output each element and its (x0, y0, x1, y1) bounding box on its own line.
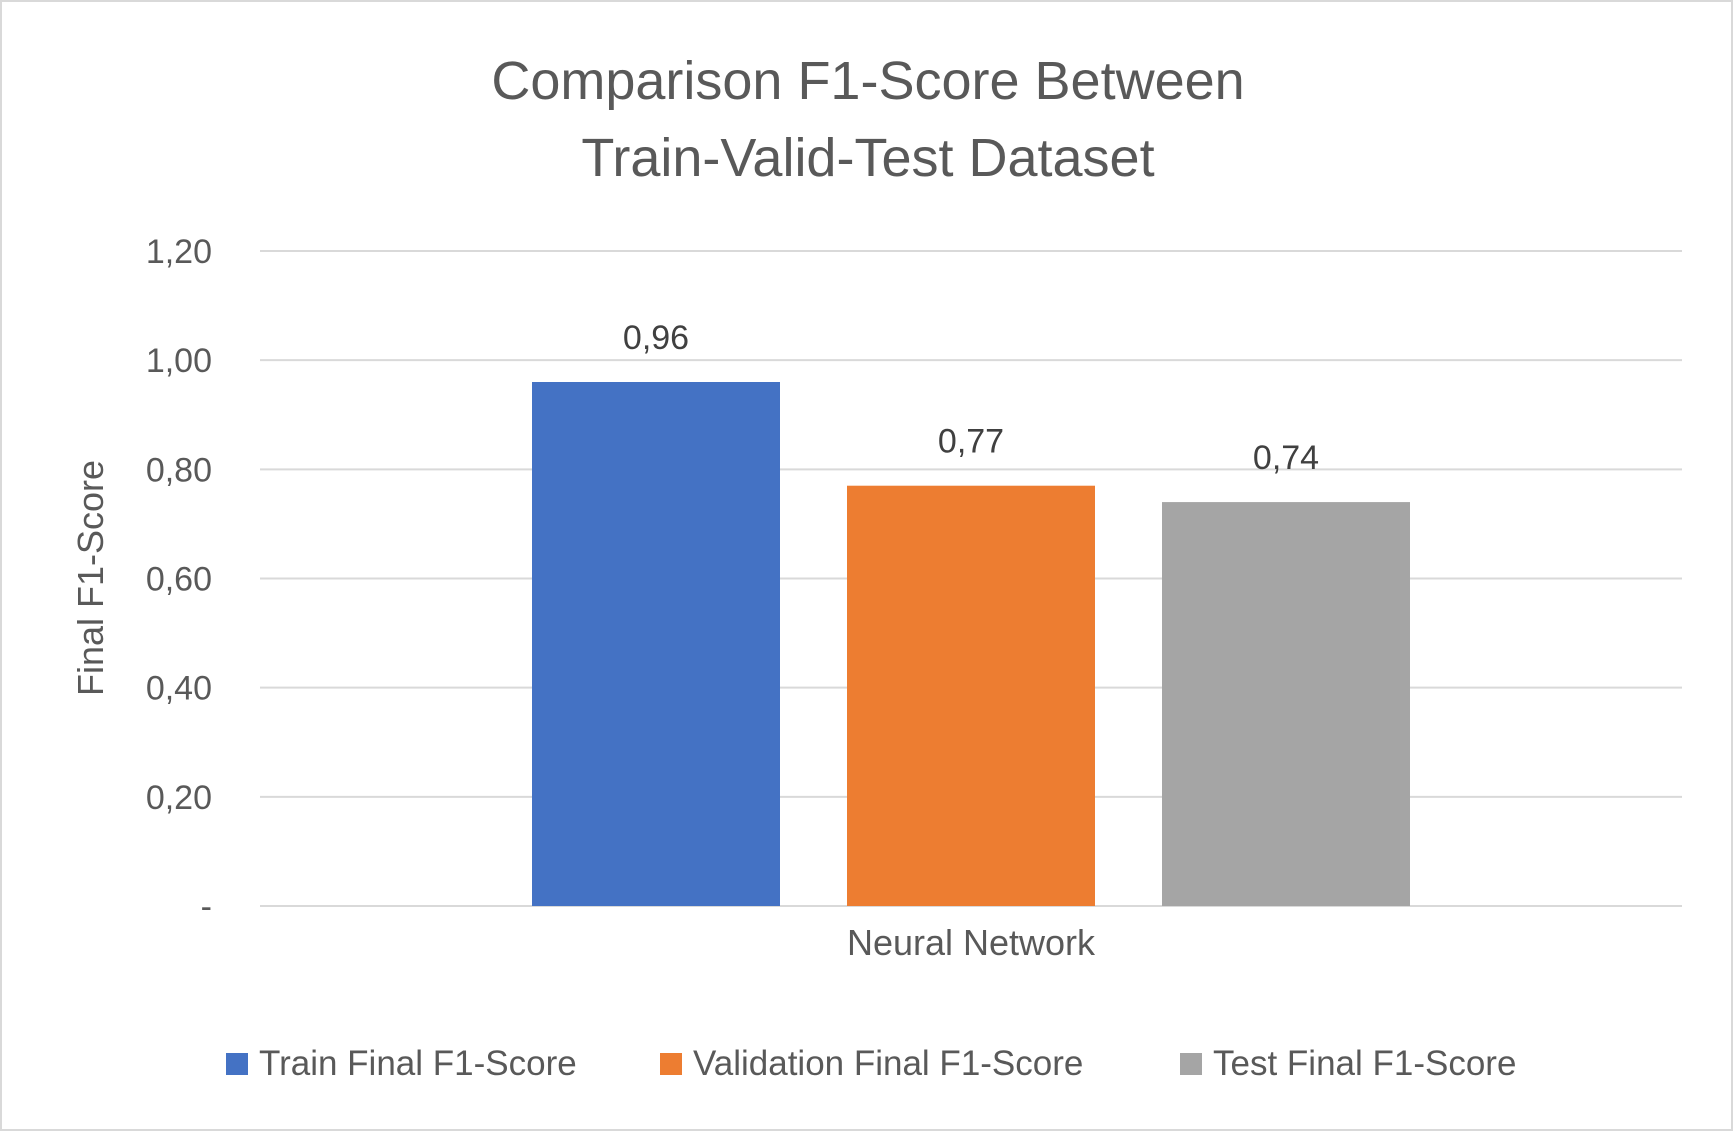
data-labels: 0,96 0,77 0,74 (623, 319, 1319, 477)
y-axis-tick-labels: - 0,20 0,40 0,60 0,80 1,00 1,20 (146, 233, 212, 926)
legend: Train Final F1-Score Validation Final F1-… (226, 1044, 1516, 1083)
chart-title-line-2: Train-Valid-Test Dataset (581, 128, 1154, 188)
chart-title: Comparison F1-Score Between Train-Valid-… (491, 51, 1244, 188)
legend-swatch-2 (1180, 1053, 1202, 1075)
y-tick-label-4: 0,80 (146, 451, 212, 489)
legend-label-0: Train Final F1-Score (259, 1044, 577, 1083)
bar-train-final-f1-score (532, 382, 780, 906)
x-category-label-0: Neural Network (847, 922, 1096, 963)
bar-validation-final-f1-score (847, 485, 1095, 906)
bar-test-final-f1-score (1162, 502, 1410, 906)
y-tick-label-2: 0,40 (146, 670, 212, 708)
y-tick-label-6: 1,20 (146, 233, 212, 271)
chart-title-line-1: Comparison F1-Score Between (491, 51, 1244, 111)
y-tick-label-5: 1,00 (146, 342, 212, 380)
legend-swatch-0 (226, 1053, 248, 1075)
legend-swatch-1 (660, 1053, 682, 1075)
y-tick-label-0: - (201, 888, 212, 926)
y-axis-title: Final F1-Score (70, 460, 111, 696)
data-label-2: 0,74 (1253, 439, 1319, 477)
bars (532, 382, 1410, 906)
y-tick-label-1: 0,20 (146, 779, 212, 817)
legend-label-1: Validation Final F1-Score (693, 1044, 1083, 1083)
x-axis-category-labels: Neural Network (847, 922, 1096, 963)
y-tick-label-3: 0,60 (146, 561, 212, 599)
data-label-1: 0,77 (938, 423, 1004, 461)
legend-label-2: Test Final F1-Score (1213, 1044, 1516, 1083)
data-label-0: 0,96 (623, 319, 689, 357)
